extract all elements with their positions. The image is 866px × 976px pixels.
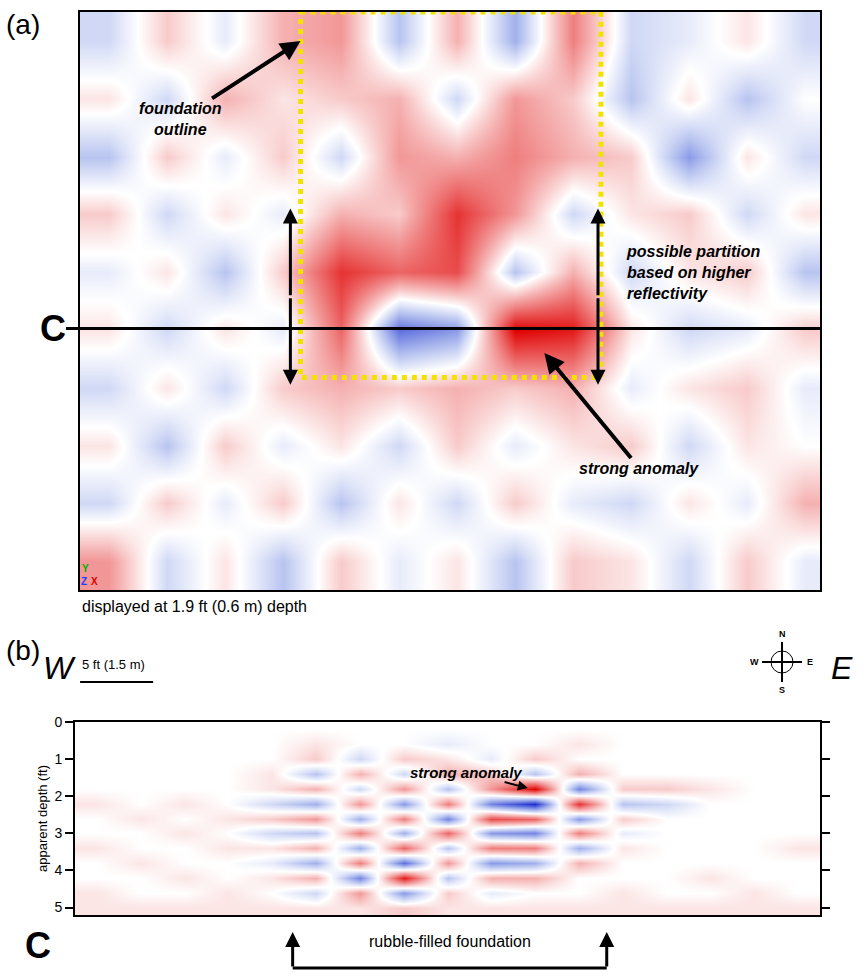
svg-text:foundationoutline: foundationoutline (139, 100, 222, 138)
svg-text:E: E (831, 650, 853, 686)
svg-text:strong anomaly: strong anomaly (579, 460, 699, 477)
svg-text:apparent depth (ft): apparent depth (ft) (35, 765, 50, 872)
svg-text:N: N (779, 629, 786, 639)
svg-text:2: 2 (54, 788, 62, 804)
svg-text:5: 5 (54, 899, 62, 915)
svg-text:C: C (25, 925, 51, 966)
svg-text:Y: Y (82, 563, 89, 574)
svg-text:rubble-filled foundation: rubble-filled foundation (369, 933, 531, 950)
svg-text:E: E (807, 657, 813, 667)
svg-text:4: 4 (54, 862, 62, 878)
svg-text:3: 3 (54, 825, 62, 841)
svg-text:W: W (43, 650, 76, 686)
svg-text:X: X (91, 576, 98, 587)
svg-text:displayed at 1.9 ft (0.6 m) de: displayed at 1.9 ft (0.6 m) depth (82, 598, 307, 615)
svg-text:C: C (40, 308, 66, 349)
svg-text:(a): (a) (6, 9, 40, 40)
svg-text:5 ft (1.5 m): 5 ft (1.5 m) (82, 657, 145, 672)
svg-text:strong anomaly: strong anomaly (410, 764, 522, 781)
svg-text:(b): (b) (6, 635, 40, 666)
svg-text:0: 0 (54, 714, 62, 730)
svg-text:S: S (779, 685, 785, 695)
svg-text:Z: Z (81, 576, 87, 587)
svg-text:1: 1 (54, 751, 62, 767)
svg-text:possible partitionbased on hig: possible partitionbased on higherreflect… (626, 243, 761, 302)
svg-text:W: W (750, 657, 759, 667)
